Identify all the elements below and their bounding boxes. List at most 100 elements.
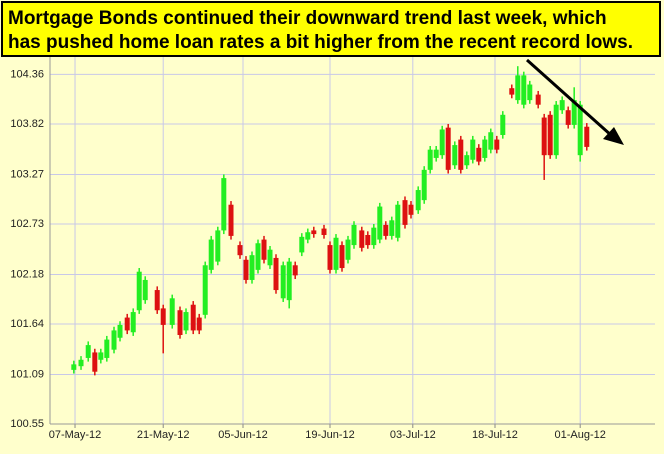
candle-body bbox=[515, 75, 521, 101]
candle-body bbox=[509, 88, 515, 95]
candle-body bbox=[571, 100, 577, 125]
candle-body bbox=[160, 308, 166, 325]
candle-body bbox=[383, 224, 389, 236]
candle-body bbox=[371, 227, 377, 246]
plot-area: 100.55 101.09 101.64 102.18 102.73 103.27 103.… bbox=[10, 57, 655, 441]
candle-body bbox=[280, 265, 286, 299]
y-tick-label: 102.73 bbox=[10, 218, 44, 230]
candle-body bbox=[527, 84, 533, 101]
candle-body bbox=[521, 75, 527, 105]
candle-body bbox=[228, 204, 234, 236]
candle-body bbox=[345, 239, 351, 260]
candle-body bbox=[389, 220, 395, 236]
candle-body bbox=[395, 204, 401, 238]
chart-title: Mortgage Bonds continued their downward … bbox=[8, 8, 607, 29]
candle-body bbox=[408, 204, 414, 215]
candle-body bbox=[565, 110, 571, 125]
candle-body bbox=[433, 149, 439, 158]
candle-body bbox=[577, 104, 583, 156]
candle-body bbox=[365, 234, 371, 246]
candle-body bbox=[359, 230, 365, 248]
y-tick-label: 103.27 bbox=[10, 168, 44, 180]
candle-body bbox=[111, 330, 117, 350]
candle-body bbox=[351, 224, 357, 246]
candle-body bbox=[292, 265, 298, 276]
x-tick-label: 07-May-12 bbox=[49, 429, 102, 441]
y-tick-label: 100.55 bbox=[10, 418, 44, 430]
arrow-shaft bbox=[526, 58, 613, 138]
candle-body bbox=[458, 139, 464, 170]
candle-body bbox=[202, 265, 208, 315]
y-tick-label: 101.64 bbox=[10, 318, 44, 330]
y-tick-label: 104.36 bbox=[10, 68, 44, 80]
x-tick-label: 21-May-12 bbox=[137, 429, 190, 441]
candle-body bbox=[333, 237, 339, 270]
candle-body bbox=[299, 236, 305, 253]
candle-body bbox=[243, 259, 249, 280]
candle-body bbox=[273, 257, 279, 291]
candle-body bbox=[494, 139, 500, 150]
x-tick-label: 18-Jul-12 bbox=[472, 429, 518, 441]
x-tick-label: 05-Jun-12 bbox=[218, 429, 268, 441]
candle-body bbox=[547, 114, 553, 156]
candle-body bbox=[377, 206, 383, 240]
candle-body bbox=[327, 245, 333, 270]
candle-body bbox=[584, 126, 590, 147]
candle-body bbox=[305, 232, 311, 240]
candle-body bbox=[255, 243, 261, 270]
trend-arrow bbox=[526, 58, 624, 145]
candle-body bbox=[339, 245, 345, 269]
candle-body bbox=[541, 117, 547, 156]
candle-body bbox=[98, 352, 104, 360]
candle-body bbox=[488, 132, 494, 150]
candle-body bbox=[85, 345, 91, 358]
candle-body bbox=[402, 200, 408, 225]
y-tick-label: 101.09 bbox=[10, 368, 44, 380]
candle-body bbox=[169, 298, 175, 325]
candle-body bbox=[104, 339, 110, 358]
y-tick-label: 102.18 bbox=[10, 268, 44, 280]
candle-body bbox=[553, 104, 559, 156]
candle-body bbox=[482, 139, 488, 158]
candle-body bbox=[196, 317, 202, 331]
candle-body bbox=[71, 364, 77, 370]
y-tick-label: 103.82 bbox=[10, 118, 44, 130]
candle-body bbox=[559, 100, 565, 111]
candle-body bbox=[142, 279, 148, 301]
candle-body bbox=[286, 261, 292, 301]
candle-body bbox=[535, 94, 541, 105]
x-tick-label: 19-Jun-12 bbox=[305, 429, 355, 441]
candle-body bbox=[92, 352, 98, 372]
candle-body bbox=[311, 230, 317, 235]
candle-body bbox=[500, 114, 506, 135]
candle-body bbox=[452, 145, 458, 166]
candle-body bbox=[427, 149, 433, 170]
candle-body bbox=[177, 310, 183, 336]
title-box bbox=[1, 1, 661, 57]
candle-body bbox=[321, 228, 327, 235]
candle-body bbox=[154, 290, 160, 311]
candle-body bbox=[136, 271, 142, 311]
candle-body bbox=[208, 239, 214, 270]
x-tick-label: 03-Jul-12 bbox=[390, 429, 436, 441]
candle-body bbox=[421, 169, 427, 201]
x-tick-label: 01-Aug-12 bbox=[554, 429, 605, 441]
candle-body bbox=[267, 249, 273, 266]
candle-body bbox=[124, 317, 130, 331]
chart-title: has pushed home loan rates a bit higher … bbox=[8, 32, 633, 53]
candle-body bbox=[221, 178, 227, 231]
candle-body bbox=[464, 155, 470, 166]
arrow-head bbox=[603, 127, 624, 145]
candle-body bbox=[117, 324, 123, 338]
candle-body bbox=[215, 230, 221, 262]
candle-body bbox=[183, 312, 189, 331]
candle-body bbox=[190, 304, 196, 331]
candle-body bbox=[237, 245, 243, 256]
candle-body bbox=[445, 127, 451, 170]
candle-body bbox=[249, 255, 255, 280]
candle-body bbox=[470, 139, 476, 160]
candle-body bbox=[476, 147, 482, 162]
candle-body bbox=[261, 239, 267, 260]
